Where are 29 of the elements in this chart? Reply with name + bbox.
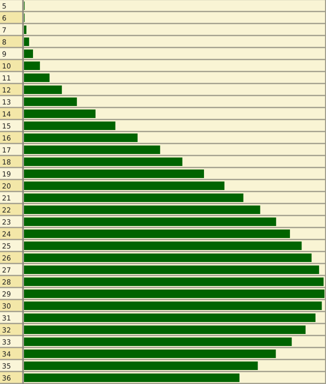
bar [24,134,138,142]
bar [24,338,292,346]
bar [24,86,62,94]
bar [24,326,306,334]
bar [24,278,324,286]
bar [24,38,30,46]
bar [24,242,302,250]
bar [24,266,320,274]
bar [24,74,50,82]
bar [24,206,260,214]
bar [24,314,316,322]
bar [24,350,276,358]
bar [24,230,290,238]
bar [24,362,258,370]
bar [24,122,116,130]
bar [24,194,244,202]
bar [24,374,240,382]
bar [24,62,40,70]
bar [24,254,312,262]
bar [24,218,276,226]
bar [24,110,96,118]
bar [24,182,224,190]
bar [24,98,77,106]
bar [24,302,322,310]
bar [24,158,182,166]
bar [24,146,160,154]
bar [24,50,34,58]
bar [24,290,324,298]
bar [24,170,204,178]
